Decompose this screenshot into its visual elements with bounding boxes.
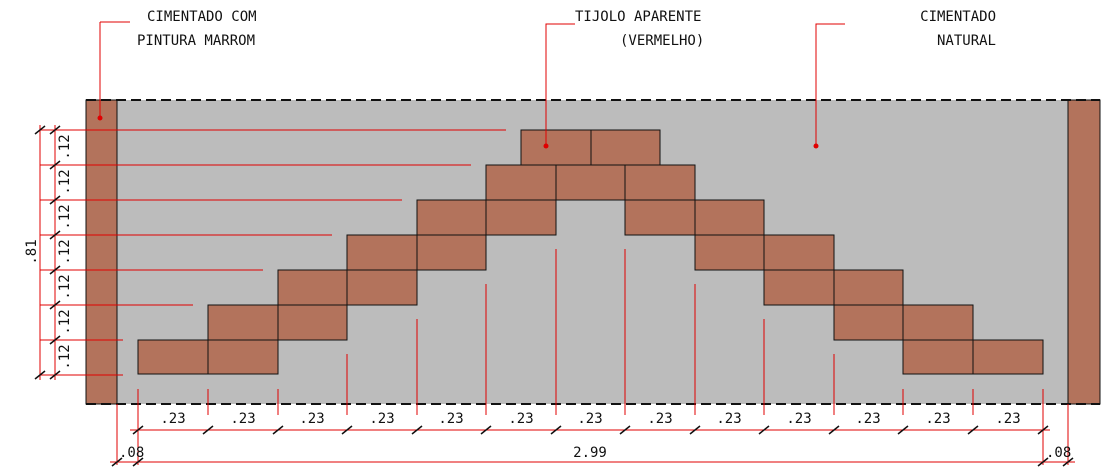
brick xyxy=(590,129,661,166)
brick xyxy=(346,269,418,306)
brick xyxy=(902,339,974,375)
brick xyxy=(416,199,487,236)
dim-row-height: .12 xyxy=(57,344,73,369)
brick xyxy=(207,339,279,375)
right-brown-border xyxy=(1067,99,1101,405)
center-callout-line1: TIJOLO APARENTE xyxy=(575,9,701,25)
brick xyxy=(277,269,348,306)
dim-brick-width: .23 xyxy=(855,411,880,427)
dim-brick-width: .23 xyxy=(647,411,672,427)
dim-brick-width: .23 xyxy=(508,411,533,427)
dim-row-height: .12 xyxy=(57,239,73,264)
dim-brick-width: .23 xyxy=(230,411,255,427)
dim-brick-width: .23 xyxy=(160,411,185,427)
row-height-dimensions: .12 .12 .12 .12 .12 .12 .12 xyxy=(57,134,73,369)
brick xyxy=(902,304,974,341)
dim-row-height: .12 xyxy=(57,169,73,194)
right-callout-line1: CIMENTADO xyxy=(920,9,996,25)
left-callout-line1: CIMENTADO COM xyxy=(147,9,257,25)
brick xyxy=(416,234,487,271)
dim-total-width: 2.99 xyxy=(573,445,607,461)
brick xyxy=(833,269,904,306)
brick xyxy=(972,339,1044,375)
dim-row-height: .12 xyxy=(57,204,73,229)
dimension-ticks xyxy=(34,125,1074,467)
brick xyxy=(763,234,835,271)
brick xyxy=(694,234,765,271)
red-reference-lines xyxy=(39,21,1075,465)
dim-brick-width: .23 xyxy=(299,411,324,427)
dim-row-height: .12 xyxy=(57,134,73,159)
dim-row-height: .12 xyxy=(57,274,73,299)
dim-left-margin: .08 xyxy=(119,445,144,461)
brick xyxy=(694,199,765,236)
dim-brick-width: .23 xyxy=(995,411,1020,427)
leader-dots xyxy=(97,115,819,149)
brick xyxy=(485,199,557,236)
brick xyxy=(277,304,348,341)
dim-brick-width: .23 xyxy=(369,411,394,427)
dim-brick-width: .23 xyxy=(577,411,602,427)
brick xyxy=(485,164,557,201)
brick xyxy=(624,199,696,236)
brick xyxy=(624,164,696,201)
dim-brick-width: .23 xyxy=(438,411,463,427)
center-callout-line2: (VERMELHO) xyxy=(620,33,704,49)
dim-brick-width: .23 xyxy=(716,411,741,427)
dim-brick-width: .23 xyxy=(786,411,811,427)
brick-width-dimensions: .23 .23 .23 .23 .23 .23 .23 .23 .23 .23 … xyxy=(160,411,1020,427)
brick xyxy=(520,129,592,166)
brick xyxy=(833,304,904,341)
dim-total-height: .81 xyxy=(24,239,40,264)
dim-right-margin: .08 xyxy=(1046,445,1071,461)
brick xyxy=(346,234,418,271)
brick xyxy=(137,339,209,375)
left-callout-line2: PINTURA MARROM xyxy=(137,33,255,49)
brick-pattern xyxy=(137,129,1044,375)
left-brown-border xyxy=(85,99,118,405)
brick xyxy=(763,269,835,306)
dim-brick-width: .23 xyxy=(925,411,950,427)
dim-row-height: .12 xyxy=(57,309,73,334)
brick xyxy=(207,304,279,341)
right-callout-line2: NATURAL xyxy=(937,33,996,49)
brick xyxy=(555,164,626,201)
